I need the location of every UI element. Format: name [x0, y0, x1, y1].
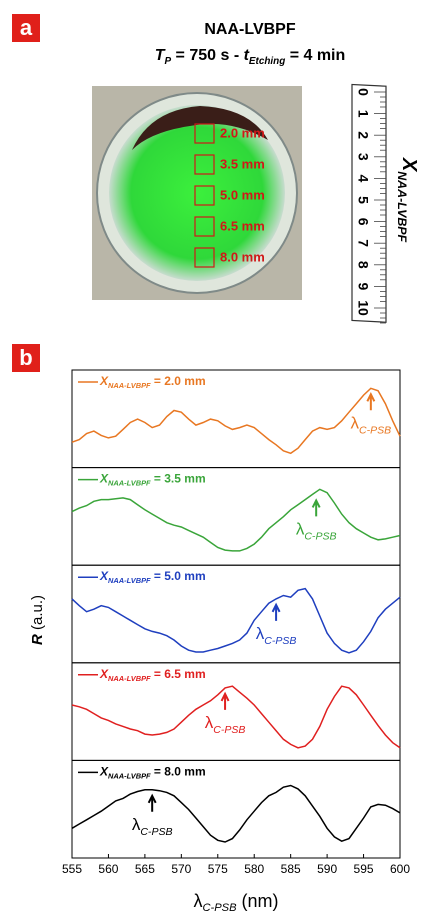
legend-entry-part: = 2.0 mm	[151, 374, 206, 388]
x-tick-label: 585	[281, 862, 301, 876]
ruler-number: 10	[355, 300, 371, 316]
legend-entry: XNAA-LVBPF = 5.0 mm	[99, 569, 206, 585]
spectrum-line	[72, 489, 400, 551]
peak-annotation-part: C-PSB	[304, 530, 336, 542]
ruler-number: 0	[355, 88, 371, 96]
legend-entry: XNAA-LVBPF = 2.0 mm	[99, 374, 206, 390]
ruler-number: 3	[355, 153, 371, 161]
legend-entry: XNAA-LVBPF = 6.5 mm	[99, 667, 206, 683]
x-axis-label-part: λ	[193, 891, 202, 911]
peak-annotation: λC-PSB	[351, 414, 392, 436]
ruler-number: 7	[355, 239, 371, 247]
legend-entry-part: = 3.5 mm	[151, 472, 206, 486]
peak-arrow	[367, 394, 374, 410]
subtitle-part: = 4 min	[285, 47, 345, 64]
peak-annotation-part: C-PSB	[213, 724, 245, 736]
square-label: 6.5 mm	[220, 218, 265, 233]
legend-entry-part: NAA-LVBPF	[108, 381, 151, 390]
x-tick-label: 570	[171, 862, 191, 876]
x-axis-label-part: (nm)	[237, 891, 279, 911]
spectrum-line	[72, 686, 400, 748]
panel-label: b	[19, 345, 32, 370]
y-axis-label-part: (a.u.)	[29, 595, 46, 634]
peak-arrow	[273, 605, 280, 621]
peak-annotation: λC-PSB	[256, 624, 297, 646]
ruler-number: 8	[355, 261, 371, 269]
ruler-number: 2	[355, 131, 371, 139]
peak-annotation: λC-PSB	[132, 815, 173, 837]
axis-label: XNAA-LVBPF	[395, 157, 420, 243]
x-tick-label: 555	[62, 862, 82, 876]
legend-entry-part: = 8.0 mm	[151, 765, 206, 779]
ruler-number: 6	[355, 218, 371, 226]
subtitle-part: Etching	[249, 56, 285, 67]
legend-entry-part: NAA-LVBPF	[108, 674, 151, 683]
x-tick-label: 590	[317, 862, 337, 876]
spectrum-line	[72, 786, 400, 843]
peak-arrow	[149, 796, 156, 812]
x-tick-label: 560	[98, 862, 118, 876]
subtitle: TP = 750 s - tEtching = 4 min	[155, 47, 346, 67]
ruler-number: 4	[355, 175, 371, 183]
square-label: 3.5 mm	[220, 156, 265, 171]
peak-annotation: λC-PSB	[296, 520, 337, 542]
ruler-number: 5	[355, 196, 371, 204]
peak-arrow	[222, 694, 229, 710]
legend-entry-part: NAA-LVBPF	[108, 479, 151, 488]
peak-annotation-part: C-PSB	[140, 826, 172, 838]
x-axis-label: λC-PSB (nm)	[193, 891, 278, 914]
legend-entry-part: = 5.0 mm	[151, 569, 206, 583]
peak-arrow	[313, 500, 320, 516]
y-axis-label-part: R	[29, 634, 46, 645]
legend-entry-part: NAA-LVBPF	[108, 772, 151, 781]
x-tick-label: 575	[208, 862, 228, 876]
square-label: 2.0 mm	[220, 125, 265, 140]
subtitle-part: = 750 s -	[171, 47, 244, 64]
x-tick-label: 565	[135, 862, 155, 876]
legend-entry-part: NAA-LVBPF	[108, 577, 151, 586]
ruler-number: 9	[355, 283, 371, 291]
legend-entry-part: = 6.5 mm	[151, 667, 206, 681]
panel-label: a	[20, 15, 33, 40]
x-axis-label-part: C-PSB	[202, 902, 237, 914]
axis-label-part: NAA-LVBPF	[395, 171, 409, 242]
peak-annotation-part: C-PSB	[359, 424, 391, 436]
y-axis-label: R (a.u.)	[29, 595, 46, 645]
title: NAA-LVBPF	[204, 21, 295, 38]
legend-entry: XNAA-LVBPF = 3.5 mm	[99, 472, 206, 488]
x-tick-label: 600	[390, 862, 410, 876]
square-label: 5.0 mm	[220, 187, 265, 202]
ruler-number: 1	[355, 110, 371, 118]
spectrum-line	[72, 589, 400, 653]
peak-annotation: λC-PSB	[205, 713, 246, 735]
square-label: 8.0 mm	[220, 249, 265, 264]
figure: a NAA-LVBPF TP = 750 s - tEtching = 4 min 2…	[0, 0, 422, 924]
peak-annotation-part: C-PSB	[264, 635, 296, 647]
legend-entry: XNAA-LVBPF = 8.0 mm	[99, 765, 206, 781]
x-tick-label: 580	[244, 862, 264, 876]
x-tick-label: 595	[354, 862, 374, 876]
